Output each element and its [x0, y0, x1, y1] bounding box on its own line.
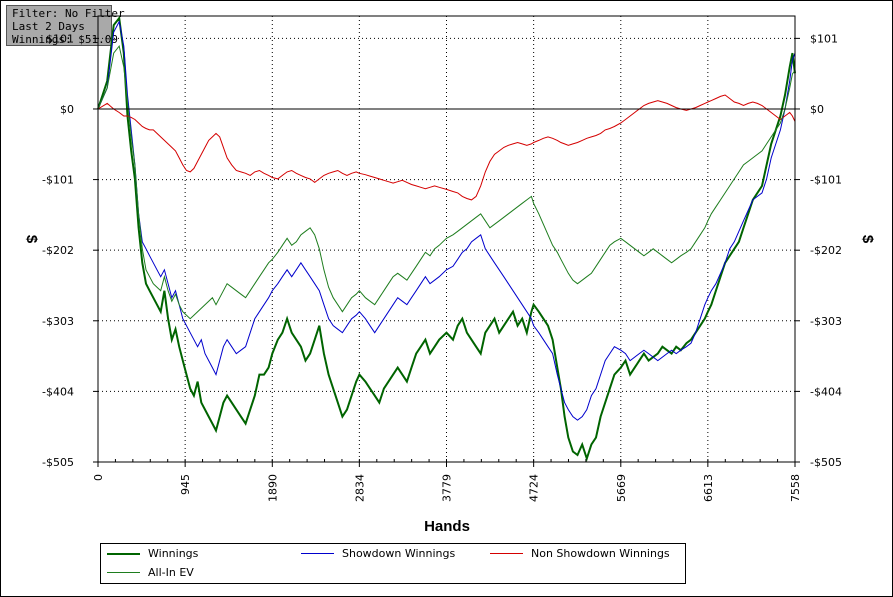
y-axis-label-left: $	[23, 235, 40, 244]
y-axis-label-right: $	[859, 235, 876, 244]
series-layer	[97, 15, 796, 462]
legend-swatch-showdown	[301, 553, 334, 554]
x-tick-label: 4724	[528, 474, 541, 502]
x-tick-label: 1890	[266, 474, 279, 502]
x-axis-label: Hands	[424, 518, 470, 535]
x-tick-label: 2834	[353, 474, 366, 502]
x-tick-label: 3779	[441, 474, 454, 502]
legend-swatch-allin-ev	[107, 572, 140, 573]
y-tick-label-right: -$404	[810, 385, 842, 398]
x-tick-label: 0	[92, 474, 105, 481]
filter-info-box: Filter: No Filter Last 2 Days Winnings: …	[6, 5, 125, 46]
y-tick-label-left: -$202	[42, 244, 74, 257]
series-line-showdown-winnings	[97, 20, 796, 421]
legend-label-showdown: Showdown Winnings	[342, 547, 456, 560]
legend-item-non-showdown: Non Showdown Winnings	[490, 547, 670, 560]
y-tick-label-left: $101	[46, 32, 74, 45]
period-text: Last 2 Days	[12, 20, 85, 33]
y-tick-label-left: -$505	[42, 456, 74, 469]
axes: $101 $101 $0 $0 -$101 -$101 -$202 -$202 -$303 -$3…	[42, 32, 842, 502]
plot-border	[97, 15, 796, 463]
y-tick-label-right: -$202	[810, 244, 842, 257]
y-tick-label-right: -$303	[810, 315, 842, 328]
legend-item-allin-ev: All-In EV	[107, 566, 194, 579]
legend-swatch-non-showdown	[490, 553, 523, 554]
y-tick-label-right: $101	[810, 32, 838, 45]
x-tick-label: 945	[179, 474, 192, 495]
y-tick-label-left: -$303	[42, 315, 74, 328]
y-tick-label-left: -$404	[42, 385, 74, 398]
y-tick-label-left: $0	[60, 103, 74, 116]
y-tick-label-right: -$101	[810, 174, 842, 187]
legend-item-winnings: Winnings	[107, 547, 198, 560]
legend-label-winnings: Winnings	[148, 547, 199, 560]
winnings-text: Winnings: $51.09	[12, 33, 118, 46]
legend-item-showdown: Showdown Winnings	[301, 547, 455, 560]
y-tick-label-right: $0	[810, 103, 824, 116]
x-tick-label: 6613	[702, 474, 715, 502]
series-line-all-in-ev	[97, 44, 796, 320]
legend: Winnings Showdown Winnings Non Showdown …	[100, 543, 686, 584]
legend-label-allin-ev: All-In EV	[148, 566, 194, 579]
grid-lines	[98, 16, 795, 462]
x-tick-label: 5669	[615, 474, 628, 502]
legend-swatch-winnings	[107, 552, 140, 555]
y-tick-label-left: -$101	[42, 174, 74, 187]
y-tick-label-right: -$505	[810, 456, 842, 469]
x-tick-label: 7558	[789, 474, 802, 502]
filter-text: Filter: No Filter	[12, 7, 125, 20]
legend-label-non-showdown: Non Showdown Winnings	[531, 547, 670, 560]
